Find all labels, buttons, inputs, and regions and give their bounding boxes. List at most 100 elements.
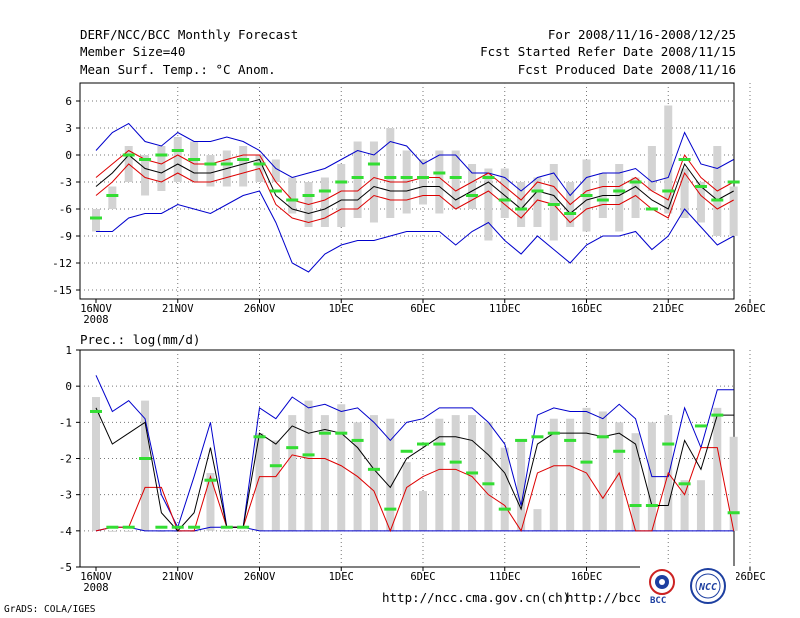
median-marker — [547, 431, 560, 435]
range-bar — [369, 415, 378, 531]
range-bar — [484, 422, 493, 531]
range-bar — [288, 177, 297, 214]
x-tick-label: 21NOV — [162, 303, 194, 315]
bcc-url[interactable]: http://bcc. — [566, 590, 649, 605]
ncc-url[interactable]: http://ncc.cma.gov.cn(ch) — [382, 590, 571, 605]
range-bar — [680, 480, 689, 531]
median-marker — [596, 198, 609, 202]
x-tick-label: 26NOV — [244, 303, 276, 315]
range-bar — [500, 447, 509, 531]
median-marker — [482, 482, 495, 486]
spread-low-line — [95, 163, 734, 224]
range-bar — [206, 472, 215, 531]
median-marker — [90, 409, 102, 413]
range-bar — [288, 415, 297, 531]
range-bar — [92, 397, 100, 531]
extreme-high-line — [95, 375, 734, 529]
median-marker — [351, 438, 364, 442]
median-marker — [645, 207, 658, 211]
median-marker — [417, 176, 429, 179]
precipitation-panel: 16NOV21NOV26NOV1DEC6DEC11DEC16DEC21DEC26… — [59, 344, 766, 594]
median-marker — [711, 198, 724, 202]
median-marker — [335, 180, 348, 184]
median-marker — [466, 194, 479, 197]
range-bar — [598, 411, 607, 531]
range-bar — [664, 105, 673, 214]
extreme-high-line — [95, 122, 734, 197]
spread-high-line — [95, 149, 734, 206]
median-marker — [400, 449, 413, 453]
chart-title: DERF/NCC/BCC Monthly Forecast — [80, 27, 299, 42]
x-tick-label: 16NOV — [80, 303, 112, 315]
median-marker — [433, 442, 446, 446]
y-tick-label: 0 — [65, 149, 72, 162]
median-marker — [498, 507, 511, 511]
median-marker — [269, 189, 282, 193]
median-marker — [564, 212, 577, 215]
median-marker — [531, 435, 544, 439]
member-size: Member Size=40 — [80, 44, 186, 59]
range-bar — [729, 436, 738, 531]
range-bar — [500, 168, 509, 218]
x-tick-label: 16NOV — [80, 571, 112, 583]
range-bar — [369, 141, 378, 223]
median-marker — [547, 203, 560, 206]
median-marker — [188, 525, 201, 529]
x-tick-label: 26DEC — [734, 303, 766, 315]
range-bar — [533, 509, 542, 531]
median-marker — [106, 194, 119, 197]
range-bar — [92, 209, 100, 232]
median-marker — [204, 478, 217, 482]
range-bar — [713, 407, 722, 531]
median-marker — [596, 435, 609, 439]
x-tick-label: 11DEC — [489, 571, 521, 583]
median-marker — [367, 162, 380, 166]
range-bar — [615, 422, 624, 531]
y-tick-label: -6 — [59, 203, 72, 216]
x-year-label: 2008 — [83, 582, 108, 594]
range-bar — [386, 418, 395, 531]
range-bar — [255, 433, 264, 531]
range-bar — [680, 168, 689, 218]
x-tick-label: 26NOV — [244, 571, 276, 583]
median-marker — [711, 413, 724, 417]
range-bar — [696, 480, 705, 531]
y-tick-label: -4 — [59, 525, 73, 538]
range-bar — [271, 159, 280, 182]
range-bar — [615, 164, 624, 232]
temperature-panel: 16NOV 21NOV 26NOV 1DEC 6DEC 11DEC 16DEC 21DEC 26… — [52, 82, 766, 326]
range-bar — [419, 491, 427, 531]
range-bar — [533, 177, 542, 227]
spread-low-line — [95, 447, 735, 533]
range-bar — [451, 415, 460, 531]
median-marker — [318, 189, 331, 193]
median-marker — [106, 525, 119, 529]
range-bar — [320, 415, 329, 531]
median-marker — [204, 162, 217, 166]
y-tick-label: 3 — [65, 122, 72, 135]
median-marker — [171, 525, 184, 529]
range-bar — [206, 155, 215, 187]
range-bar — [566, 418, 575, 531]
x-tick-label: 26DEC — [734, 571, 766, 583]
median-marker — [498, 198, 511, 202]
x-tick-label: 1DEC — [329, 303, 354, 315]
range-bar — [337, 164, 346, 227]
range-bar — [108, 186, 117, 209]
range-bar — [517, 182, 526, 227]
range-bar — [124, 530, 133, 532]
median-marker — [613, 189, 626, 193]
median-marker — [727, 180, 740, 184]
y-tick-label: -3 — [59, 176, 72, 189]
median-marker — [171, 149, 184, 152]
median-marker — [580, 194, 593, 197]
median-marker — [629, 180, 642, 184]
median-marker — [286, 198, 299, 202]
median-marker — [515, 438, 528, 442]
median-marker — [417, 442, 429, 446]
range-bar — [304, 400, 313, 531]
median-marker — [482, 176, 495, 179]
y-tick-label: 1 — [65, 344, 72, 357]
range-bar — [517, 440, 526, 531]
